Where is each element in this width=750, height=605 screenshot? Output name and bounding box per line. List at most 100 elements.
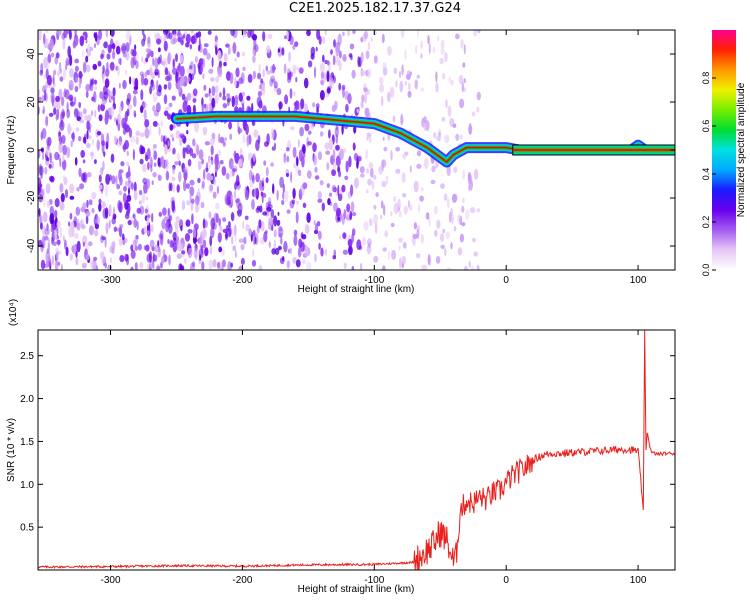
noise-speck (140, 74, 145, 86)
noise-speck (415, 44, 418, 55)
noise-speck (187, 159, 192, 167)
noise-speck (445, 231, 451, 239)
noise-speck (62, 154, 65, 162)
noise-speck (277, 245, 282, 251)
noise-speck (207, 30, 212, 35)
noise-speck (194, 195, 200, 206)
noise-speck (435, 82, 439, 93)
noise-speck (165, 170, 170, 181)
noise-speck (476, 91, 481, 101)
noise-speck (210, 145, 214, 156)
noise-speck (320, 131, 324, 137)
noise-speck (177, 36, 182, 43)
noise-speck (252, 49, 256, 56)
noise-speck (324, 142, 330, 150)
noise-speck (252, 229, 256, 238)
noise-speck (277, 48, 281, 53)
noise-speck (139, 132, 145, 138)
noise-speck (444, 248, 447, 257)
noise-speck (120, 161, 125, 167)
noise-speck (133, 190, 138, 201)
noise-speck (262, 69, 265, 78)
noise-speck (171, 176, 176, 181)
noise-speck (436, 219, 441, 229)
noise-speck (167, 141, 170, 147)
noise-speck (252, 70, 257, 80)
noise-speck (425, 212, 430, 220)
noise-speck (227, 261, 232, 270)
noise-speck (218, 217, 221, 227)
noise-speck (390, 211, 393, 217)
noise-speck (197, 177, 201, 184)
noise-speck (333, 202, 338, 212)
noise-speck (360, 69, 365, 77)
noise-speck (200, 64, 204, 73)
noise-speck (381, 159, 387, 168)
noise-speck (468, 260, 472, 269)
noise-speck (307, 60, 313, 68)
noise-speck (210, 77, 215, 82)
noise-speck (70, 221, 75, 230)
noise-speck (292, 188, 296, 199)
snr-plot-area (38, 330, 675, 570)
noise-speck (393, 67, 397, 75)
noise-speck (85, 55, 89, 63)
noise-speck (42, 196, 46, 208)
noise-speck (189, 44, 192, 50)
noise-speck (226, 195, 231, 206)
noise-speck (231, 235, 234, 245)
noise-speck (172, 242, 178, 253)
noise-speck (214, 165, 218, 173)
noise-speck (335, 155, 341, 167)
noise-speck (65, 246, 69, 257)
noise-speck (269, 78, 274, 87)
noise-speck (167, 51, 172, 62)
noise-speck (93, 159, 97, 165)
noise-speck (193, 247, 198, 259)
noise-speck (463, 78, 466, 84)
noise-speck (468, 125, 473, 134)
colorbar: 0.0 0.2 0.4 0.6 0.8 Normalized spectral ampl… (701, 30, 747, 276)
noise-speck (82, 61, 87, 73)
noise-speck (113, 135, 117, 144)
noise-speck (366, 244, 372, 255)
noise-speck (218, 133, 221, 144)
noise-speck (150, 224, 154, 233)
noise-speck (177, 240, 182, 252)
noise-speck (308, 130, 312, 135)
noise-speck (187, 247, 193, 259)
noise-speck (240, 257, 245, 265)
noise-speck (66, 109, 71, 119)
noise-speck (82, 159, 86, 164)
noise-speck (157, 69, 160, 79)
noise-speck (357, 155, 362, 162)
noise-speck (224, 137, 227, 142)
noise-speck (335, 47, 340, 57)
noise-speck (138, 200, 142, 205)
noise-speck (442, 228, 446, 234)
noise-speck (124, 253, 129, 262)
noise-speck (350, 184, 354, 197)
noise-speck (215, 75, 220, 83)
noise-speck (271, 79, 276, 84)
noise-speck (423, 125, 426, 131)
noise-speck (359, 166, 365, 174)
spectrogram-x-label: Height of straight line (km) (298, 284, 415, 295)
noise-speck (183, 153, 186, 159)
noise-speck (145, 57, 149, 63)
noise-speck (361, 237, 367, 246)
noise-speck (208, 155, 211, 163)
noise-speck (93, 43, 97, 48)
noise-speck (64, 239, 67, 250)
noise-speck (86, 142, 91, 149)
noise-speck (346, 203, 351, 213)
noise-speck (117, 64, 120, 77)
noise-speck (156, 89, 162, 97)
noise-speck (82, 136, 87, 144)
noise-speck (38, 163, 42, 176)
noise-speck (223, 61, 227, 67)
noise-speck (211, 57, 214, 68)
noise-speck (291, 199, 296, 205)
noise-speck (295, 259, 301, 268)
noise-speck (204, 247, 209, 257)
